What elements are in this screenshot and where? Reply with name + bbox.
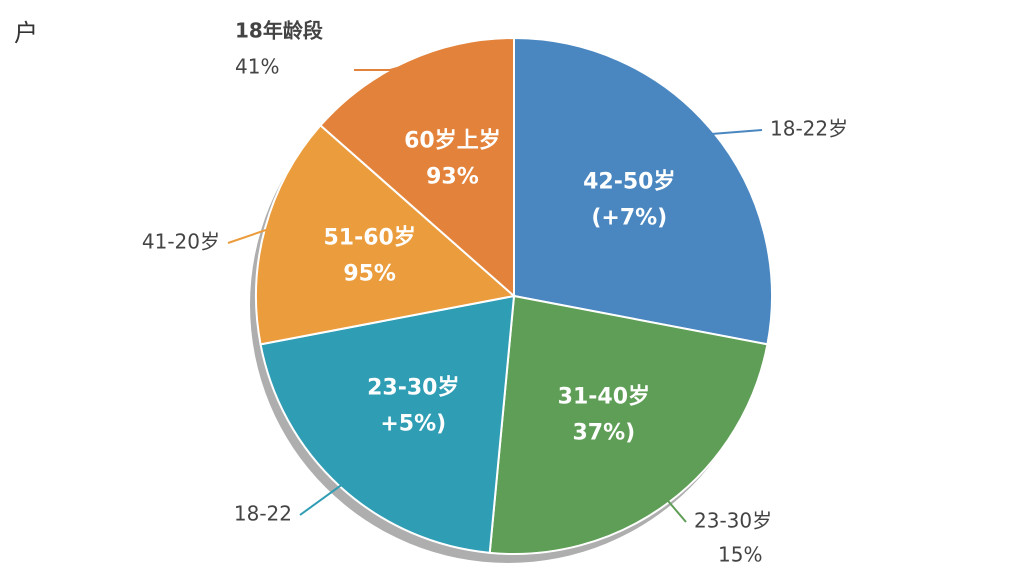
callout-detail: 15% — [718, 543, 762, 567]
callout-detail: 41% — [235, 55, 279, 79]
slice-label: 31-40岁 — [558, 384, 650, 410]
callout-label: 23-30岁 — [694, 509, 772, 533]
callout-label: 41-20岁 — [142, 230, 220, 254]
callout-line — [227, 228, 270, 244]
slice-label: 51-60岁 — [323, 225, 415, 251]
callout-line — [299, 483, 344, 516]
slice-detail: 93% — [426, 165, 479, 190]
slice-label: 60岁上岁 — [404, 128, 501, 154]
slice-detail: (+7%) — [591, 206, 667, 231]
pie-slice — [513, 36, 773, 346]
callout-line — [709, 129, 763, 136]
pie-slice — [255, 123, 517, 346]
corner-text: 户 — [14, 19, 38, 47]
callout-line — [354, 63, 410, 71]
pie-slice — [319, 36, 515, 299]
callout-line — [665, 498, 687, 523]
slice-detail: +5%) — [380, 412, 446, 437]
slice-detail: 37%) — [572, 421, 635, 446]
callout-label: 18-22岁 — [770, 117, 848, 141]
slice-label: 42-50岁 — [583, 169, 675, 195]
slice-label: 23-30岁 — [367, 375, 459, 401]
slice-detail: 95% — [343, 262, 396, 287]
callout-label: 18年龄段 — [235, 19, 323, 43]
callout-label: 18-22 — [234, 502, 292, 526]
